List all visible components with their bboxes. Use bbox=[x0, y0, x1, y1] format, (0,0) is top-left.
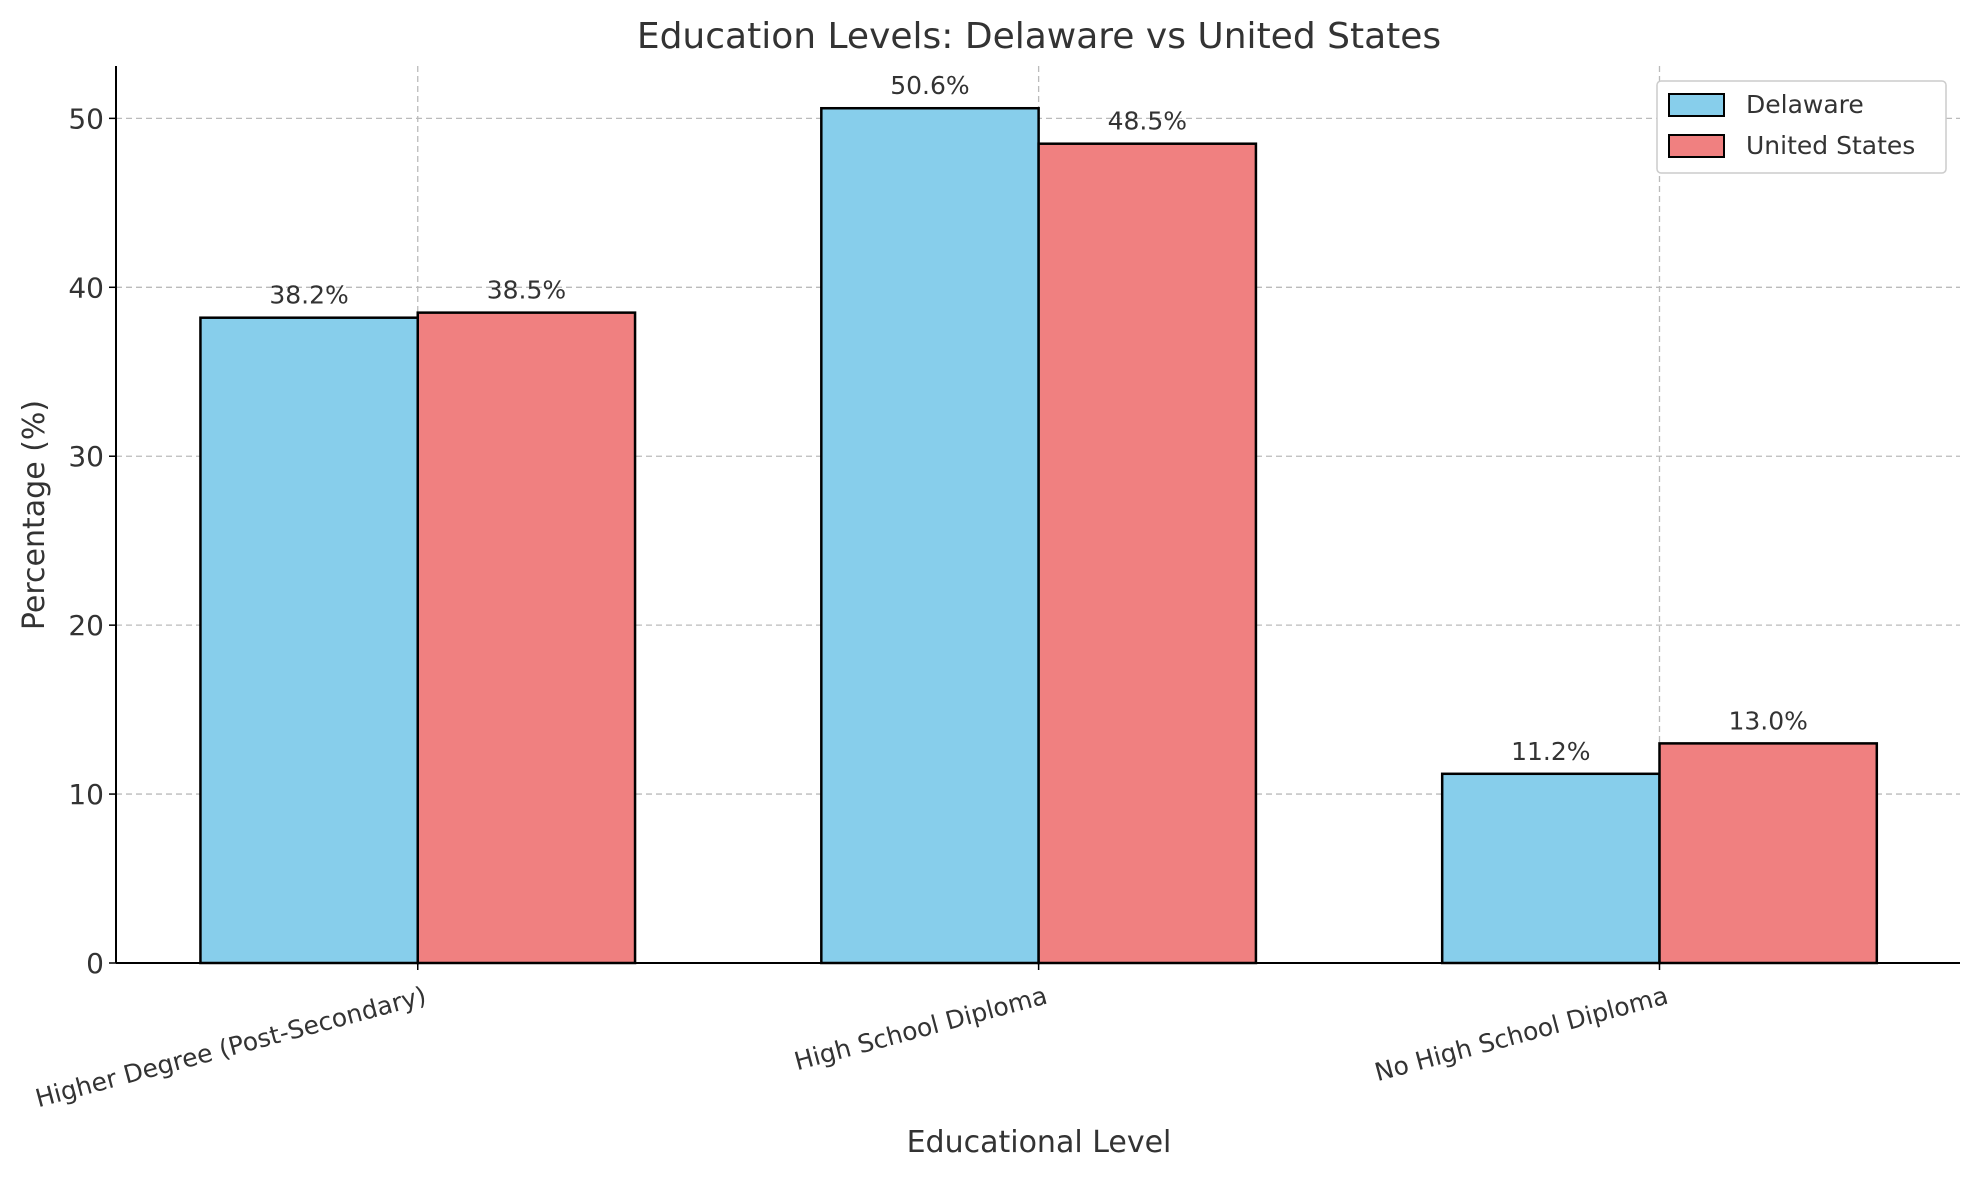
data-label: 11.2% bbox=[1511, 737, 1590, 766]
legend: Delaware United States bbox=[1656, 80, 1947, 174]
bars: 38.2% 50.6% 11.2% 38.5% 48.5% 13.0% bbox=[199, 71, 1879, 965]
legend-swatch-united-states bbox=[1668, 134, 1725, 158]
data-label: 38.2% bbox=[269, 281, 348, 310]
bar-delaware bbox=[820, 106, 1040, 965]
y-axis-label: Percentage (%) bbox=[17, 400, 52, 630]
y-tick-label: 0 bbox=[86, 947, 104, 980]
legend-label-united-states: United States bbox=[1746, 131, 1915, 160]
bar-united-states bbox=[416, 311, 637, 965]
x-tick-label: No High School Diploma bbox=[1372, 981, 1671, 1087]
bar-united-states bbox=[1658, 742, 1879, 965]
x-axis-label: Educational Level bbox=[907, 1125, 1172, 1160]
legend-box bbox=[1656, 80, 1947, 174]
chart-title: Education Levels: Delaware vs United Sta… bbox=[637, 16, 1441, 57]
y-tick-label: 20 bbox=[68, 609, 104, 642]
data-label: 50.6% bbox=[890, 71, 969, 100]
bar-delaware bbox=[199, 316, 419, 965]
bar-delaware bbox=[1440, 772, 1661, 965]
x-tick-label: Higher Degree (Post-Secondary) bbox=[32, 981, 429, 1113]
legend-label-delaware: Delaware bbox=[1746, 90, 1864, 119]
data-label: 13.0% bbox=[1728, 706, 1807, 735]
x-tick-label: High School Diploma bbox=[791, 981, 1050, 1076]
y-tick-label: 50 bbox=[68, 102, 104, 135]
data-label: 48.5% bbox=[1108, 107, 1187, 136]
y-tick-label: 30 bbox=[68, 440, 104, 473]
y-tick-label: 40 bbox=[68, 271, 104, 304]
data-label: 38.5% bbox=[487, 276, 566, 305]
legend-swatch-delaware bbox=[1668, 93, 1725, 117]
y-tick-label: 10 bbox=[68, 778, 104, 811]
bar-united-states bbox=[1037, 142, 1258, 965]
